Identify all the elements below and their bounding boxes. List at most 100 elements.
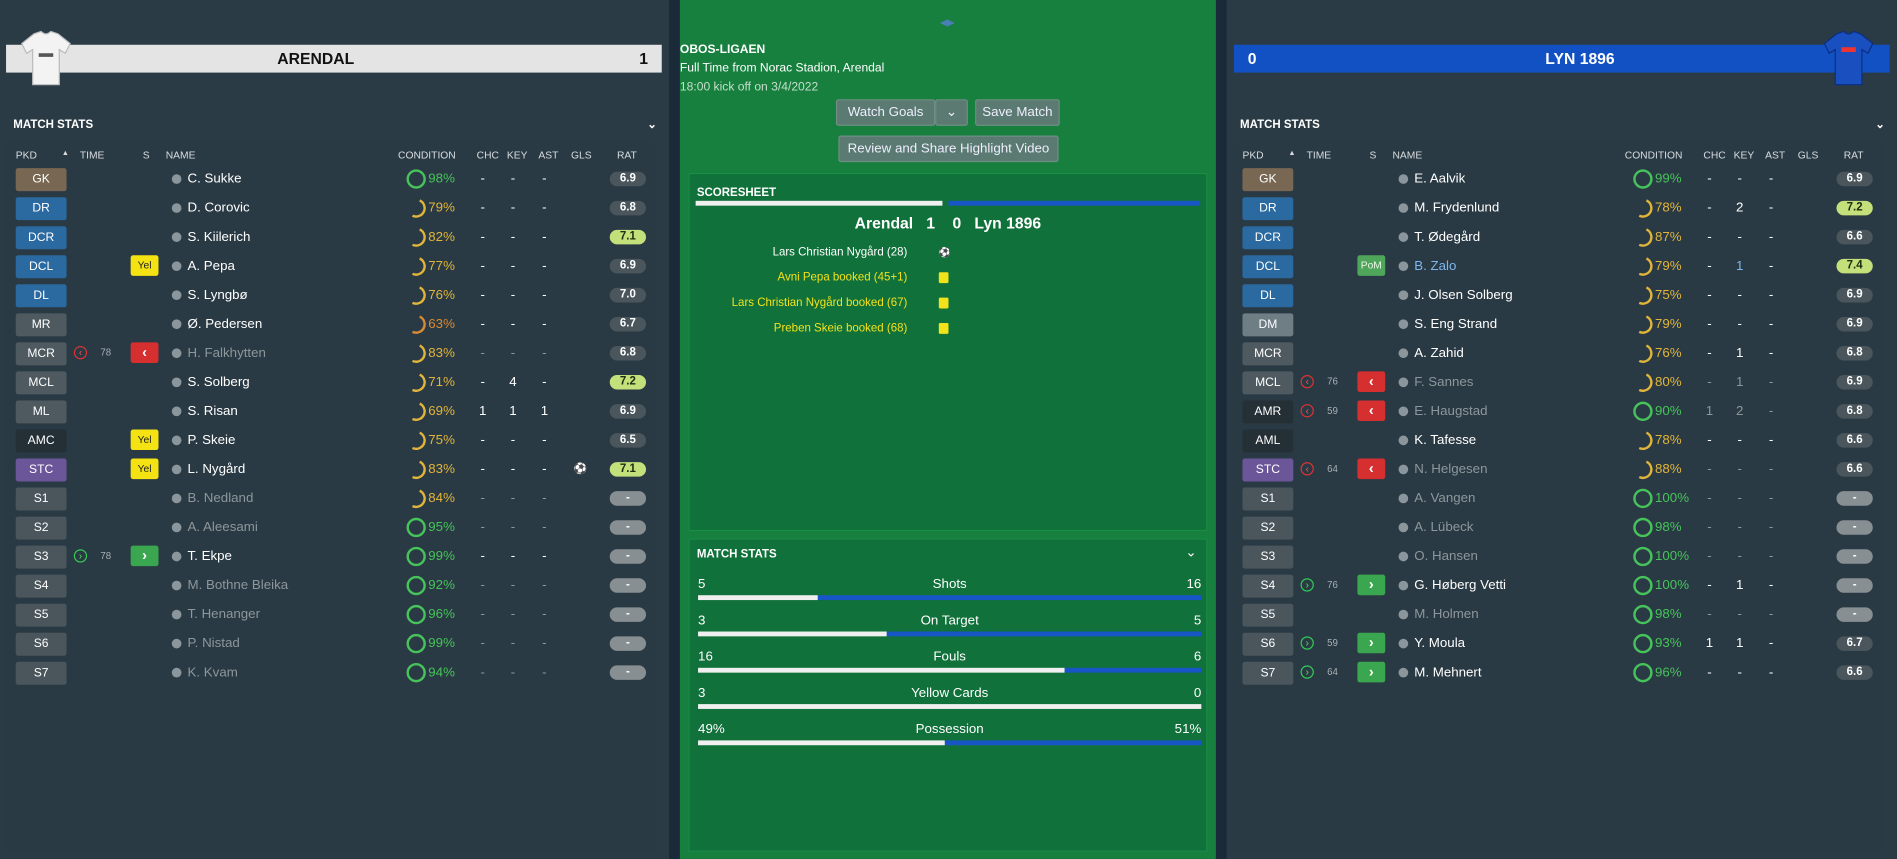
table-row[interactable]: S4 › 76 › G. Høberg Vetti 100% - 1 - -: [1233, 571, 1881, 600]
player-name[interactable]: T. Ødegård: [1398, 229, 1481, 245]
info-icon[interactable]: [1398, 464, 1409, 475]
player-name-text[interactable]: O. Hansen: [1414, 549, 1478, 564]
gls-column-header[interactable]: GLS: [1797, 148, 1819, 161]
player-name[interactable]: E. Haugstad: [1398, 404, 1488, 419]
s-column-header[interactable]: S: [142, 148, 150, 161]
table-row[interactable]: DL J. Olsen Solberg 75% - - - 6.9: [1233, 281, 1881, 310]
player-name[interactable]: M. Holmen: [1398, 607, 1479, 622]
player-name-text[interactable]: J. Olsen Solberg: [1414, 287, 1513, 303]
info-icon[interactable]: [171, 377, 182, 388]
key-column-header[interactable]: KEY: [1733, 148, 1755, 161]
player-name-text[interactable]: K. Tafesse: [1414, 433, 1477, 448]
player-name-text[interactable]: A. Vangen: [1414, 491, 1476, 506]
table-row[interactable]: S1 B. Nedland 84% - - - -: [6, 484, 654, 513]
condition-column-header[interactable]: CONDITION: [1624, 148, 1683, 161]
player-name-text[interactable]: P. Skeie: [187, 433, 236, 448]
info-icon[interactable]: [171, 667, 182, 678]
player-name[interactable]: A. Lübeck: [1398, 520, 1474, 535]
player-name-text[interactable]: T. Ødegård: [1414, 229, 1481, 245]
player-name[interactable]: Ø. Pedersen: [171, 316, 263, 332]
player-name-text[interactable]: E. Aalvik: [1414, 171, 1466, 187]
player-name-text[interactable]: L. Nygård: [187, 462, 246, 477]
table-row[interactable]: S3 › 78 › T. Ekpe 99% - - - -: [6, 542, 654, 571]
player-name-text[interactable]: E. Haugstad: [1414, 404, 1488, 419]
table-row[interactable]: S6 P. Nistad 99% - - - -: [6, 629, 654, 658]
table-row[interactable]: S5 M. Holmen 98% - - - -: [1233, 600, 1881, 629]
table-row[interactable]: S2 A. Lübeck 98% - - - -: [1233, 513, 1881, 542]
player-name[interactable]: P. Nistad: [171, 636, 240, 651]
player-name[interactable]: O. Hansen: [1398, 549, 1478, 564]
chevron-down-icon[interactable]: ⌄: [647, 118, 657, 132]
info-icon[interactable]: [1398, 203, 1409, 213]
name-column-header[interactable]: NAME: [165, 148, 196, 161]
info-icon[interactable]: [1398, 522, 1409, 533]
table-row[interactable]: MCR A. Zahid 76% - 1 - 6.8: [1233, 339, 1881, 368]
ast-column-header[interactable]: AST: [1765, 148, 1786, 161]
player-name[interactable]: G. Høberg Vetti: [1398, 578, 1506, 593]
player-name[interactable]: H. Falkhytten: [171, 346, 266, 361]
pkd-column-header[interactable]: PKD: [15, 148, 37, 161]
away-match-stats-header[interactable]: MATCH STATS ⌄: [1234, 119, 1890, 136]
watch-goals-dropdown[interactable]: ⌄: [935, 99, 968, 126]
info-icon[interactable]: [171, 493, 182, 504]
table-row[interactable]: GK C. Sukke 98% - - - 6.9: [6, 165, 654, 194]
player-name-text[interactable]: S. Eng Strand: [1414, 316, 1498, 332]
table-row[interactable]: S6 › 59 › Y. Moula 93% 1 1 - 6.7: [1233, 629, 1881, 658]
gls-column-header[interactable]: GLS: [571, 148, 592, 161]
table-row[interactable]: S3 O. Hansen 100% - - - -: [1233, 542, 1881, 571]
player-name-text[interactable]: T. Ekpe: [187, 549, 232, 564]
table-row[interactable]: S2 A. Aleesami 95% - - - -: [6, 513, 654, 542]
table-row[interactable]: DCL Yel A. Pepa 77% - - - 6.9: [6, 252, 654, 281]
player-name[interactable]: B. Zalo: [1398, 258, 1457, 274]
table-row[interactable]: S1 A. Vangen 100% - - - -: [1233, 484, 1881, 513]
player-name[interactable]: P. Skeie: [171, 433, 236, 448]
info-icon[interactable]: [171, 174, 182, 184]
player-name-text[interactable]: A. Lübeck: [1414, 520, 1474, 535]
player-name-text[interactable]: D. Corovic: [187, 200, 250, 216]
player-name-text[interactable]: M. Frydenlund: [1414, 200, 1500, 216]
player-name[interactable]: S. Eng Strand: [1398, 316, 1498, 332]
table-row[interactable]: S7 › 64 › M. Mehnert 96% - - - 6.6: [1233, 658, 1881, 687]
table-row[interactable]: STC ‹ 64 ‹ N. Helgesen 88% - - - 6.6: [1233, 455, 1881, 484]
table-row[interactable]: S7 K. Kvam 94% - - - -: [6, 658, 654, 687]
info-icon[interactable]: [1398, 290, 1409, 301]
player-name[interactable]: K. Kvam: [171, 665, 238, 680]
player-name-text[interactable]: K. Kvam: [187, 665, 238, 680]
info-icon[interactable]: [1398, 580, 1409, 591]
player-name-text[interactable]: B. Nedland: [187, 491, 254, 506]
player-name-text[interactable]: C. Sukke: [187, 171, 242, 187]
watch-goals-button[interactable]: Watch Goals: [835, 99, 936, 126]
key-column-header[interactable]: KEY: [506, 148, 528, 161]
save-match-button[interactable]: Save Match: [975, 99, 1060, 126]
info-icon[interactable]: [1398, 232, 1409, 242]
table-row[interactable]: DCR S. Kiilerich 82% - - - 7.1: [6, 223, 654, 252]
player-name[interactable]: L. Nygård: [171, 462, 246, 477]
info-icon[interactable]: [171, 406, 182, 417]
table-row[interactable]: S5 T. Henanger 96% - - - -: [6, 600, 654, 629]
info-icon[interactable]: [1398, 261, 1409, 271]
player-name[interactable]: C. Sukke: [171, 171, 242, 187]
info-icon[interactable]: [1398, 435, 1409, 446]
table-row[interactable]: AMC Yel P. Skeie 75% - - - 6.5: [6, 426, 654, 455]
player-name-text[interactable]: S. Kiilerich: [187, 229, 251, 245]
player-name[interactable]: S. Solberg: [171, 375, 250, 390]
table-row[interactable]: MCR ‹ 78 ‹ H. Falkhytten 83% - - - 6.8: [6, 339, 654, 368]
player-name-text[interactable]: N. Helgesen: [1414, 462, 1488, 477]
player-name-text[interactable]: Ø. Pedersen: [187, 316, 263, 332]
player-name[interactable]: T. Henanger: [171, 607, 260, 622]
info-icon[interactable]: [171, 464, 182, 475]
info-icon[interactable]: [171, 261, 182, 271]
info-icon[interactable]: [1398, 667, 1409, 678]
review-highlight-button[interactable]: Review and Share Highlight Video: [838, 135, 1059, 163]
sort-up-icon[interactable]: ▲: [61, 150, 69, 158]
rat-column-header[interactable]: RAT: [1843, 148, 1864, 161]
chc-column-header[interactable]: CHC: [476, 148, 499, 161]
sort-up-icon[interactable]: ▲: [1288, 150, 1296, 158]
info-icon[interactable]: [171, 551, 182, 562]
player-name-text[interactable]: M. Mehnert: [1414, 665, 1482, 680]
table-row[interactable]: AML K. Tafesse 78% - - - 6.6: [1233, 426, 1881, 455]
player-name-text[interactable]: Y. Moula: [1414, 636, 1466, 651]
player-name-text[interactable]: B. Zalo: [1414, 258, 1457, 274]
table-row[interactable]: DR M. Frydenlund 78% - 2 - 7.2: [1233, 194, 1881, 223]
info-icon[interactable]: [171, 290, 182, 301]
